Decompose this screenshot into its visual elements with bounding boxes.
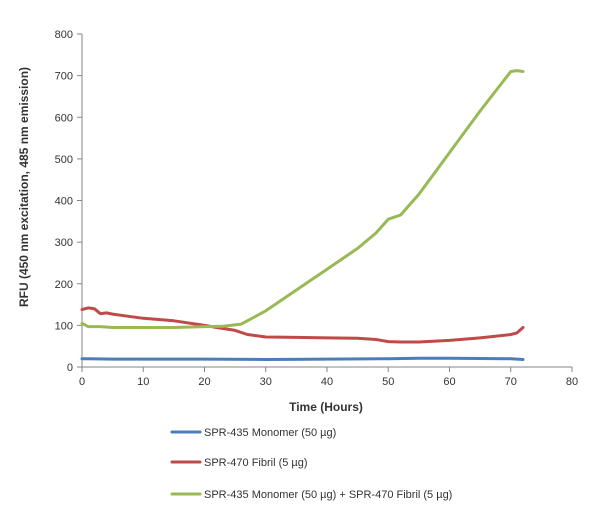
series-line-2 [80, 306, 525, 344]
y-tick-label: 400 [55, 196, 73, 208]
y-axis-title: RFU (450 nm excitation, 485 nm emission) [17, 67, 31, 307]
series-layer [80, 69, 525, 361]
y-tick-label: 800 [55, 29, 73, 41]
y-tick-label: 500 [55, 154, 73, 166]
x-tick-label: 70 [505, 376, 517, 388]
legend-label-1: SPR-435 Monomer (50 µg) [204, 427, 336, 439]
y-tick-label: 700 [55, 71, 73, 83]
series-line-3 [80, 69, 525, 329]
x-tick-label: 10 [137, 376, 149, 388]
y-tick-label: 300 [55, 237, 73, 249]
x-tick-label: 30 [260, 376, 272, 388]
series-line-1 [80, 356, 525, 361]
axes-layer: 0 100 200 300 400 500 600 700 800 0 10 20 30 40 50 60 70… [55, 29, 578, 388]
x-tick-label: 20 [198, 376, 210, 388]
x-tick-label: 40 [321, 376, 333, 388]
y-tick-label: 0 [67, 362, 73, 374]
x-tick-label: 50 [382, 376, 394, 388]
legend-label-3: SPR-435 Monomer (50 µg) + SPR-470 Fibril… [204, 489, 452, 501]
x-tick-label: 0 [79, 376, 85, 388]
y-tick-label: 600 [55, 112, 73, 124]
y-tick-label: 200 [55, 279, 73, 291]
legend: SPR-435 Monomer (50 µg) SPR-470 Fibril (5… [170, 427, 452, 501]
x-tick-label: 80 [566, 376, 578, 388]
x-tick-label: 60 [443, 376, 455, 388]
y-tick-label: 100 [55, 320, 73, 332]
legend-label-2: SPR-470 Fibril (5 µg) [204, 457, 308, 469]
x-axis-title: Time (Hours) [289, 400, 363, 414]
